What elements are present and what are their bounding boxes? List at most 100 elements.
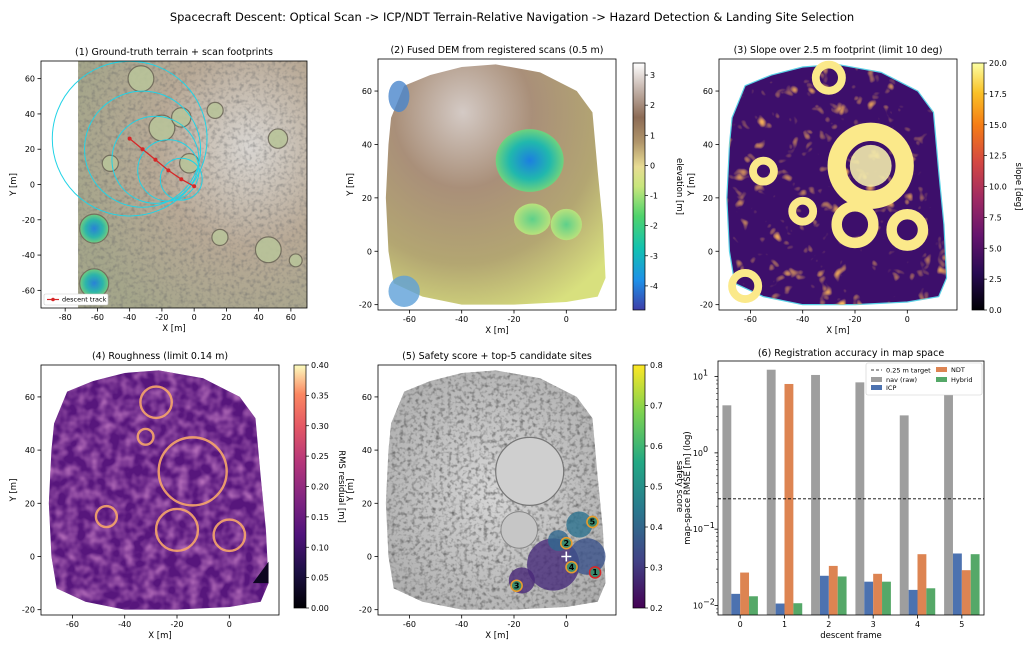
colorbar bbox=[971, 62, 985, 311]
y-axis-label: map-space RMSE [m] (log) bbox=[683, 431, 693, 545]
legend-marker bbox=[51, 297, 55, 302]
y-tick-label: 40 bbox=[362, 446, 372, 455]
y-tick-label: 10 bbox=[693, 449, 703, 458]
y-tick-label: 0 bbox=[708, 247, 713, 256]
panel-roughness: -60 -40 -20 0 -20 0 20 40 60 (4) Roughness (limit… bbox=[9, 351, 346, 641]
x-tick-label: 0 bbox=[564, 620, 569, 629]
legend: 0.25 m target nav (raw)ICP NDT Hybrid bbox=[865, 362, 983, 396]
crater-small bbox=[550, 208, 582, 241]
y-tick-exponent: 1 bbox=[703, 369, 708, 378]
y-tick-label: 10 bbox=[693, 525, 703, 534]
x-tick-label: 0 bbox=[192, 313, 197, 322]
x-tick-label: -20 bbox=[155, 313, 168, 322]
descent-track-point bbox=[127, 136, 132, 141]
colorbar-tick-label: 0.7 bbox=[650, 402, 663, 411]
y-tick-label: 0 bbox=[30, 552, 35, 561]
colorbar-tick-label: 0.0 bbox=[989, 306, 1002, 315]
panel-title: (6) Registration accuracy in map space bbox=[758, 348, 944, 359]
candidate-site-marker bbox=[586, 515, 599, 529]
panel-title: (2) Fused DEM from registered scans (0.5… bbox=[390, 45, 603, 56]
x-tick-label: -20 bbox=[170, 620, 183, 629]
dark-corner bbox=[252, 561, 269, 584]
bar-icp bbox=[952, 553, 962, 615]
y-tick-label: 40 bbox=[703, 140, 713, 149]
colorbar-tick-label: 0.3 bbox=[650, 564, 663, 573]
crater bbox=[79, 268, 110, 299]
x-tick-label: 20 bbox=[221, 313, 231, 322]
panel-registration-accuracy: 10 −210 −110 010 10 1 2 3 4 5(6) Registration acc… bbox=[683, 348, 985, 641]
crater bbox=[127, 65, 155, 93]
bar-icp bbox=[819, 575, 829, 615]
bar-hybrid bbox=[749, 596, 758, 615]
candidate-site-rank: 1 bbox=[592, 568, 598, 577]
target-marker bbox=[561, 551, 572, 562]
legend-swatch bbox=[936, 377, 947, 382]
x-tick-label: -40 bbox=[123, 313, 136, 322]
bar-hybrid bbox=[793, 603, 803, 615]
colorbar-tick-label: -1 bbox=[650, 192, 658, 201]
y-axis-label: Y [m] bbox=[346, 479, 356, 503]
bar-nav-raw- bbox=[766, 369, 776, 615]
y-tick-exponent: 0 bbox=[703, 445, 708, 454]
colorbar-tick-label: 10.0 bbox=[989, 183, 1007, 192]
x-tick-label: 0 bbox=[564, 315, 569, 324]
panel-safety-score: 1 2 3 4 5 -60 -40 -20 0 -20 0 20 40 60 (5) Safety scor… bbox=[346, 351, 684, 641]
x-tick-label: -60 bbox=[744, 315, 757, 324]
x-tick-label: -40 bbox=[118, 620, 131, 629]
x-tick-label: -80 bbox=[59, 313, 72, 322]
colorbar-tick-label: -4 bbox=[650, 282, 658, 291]
panel-slope: -60 -40 -20 0 -20 0 20 40 60 (3) Slope over 2.5 m… bbox=[687, 45, 1023, 336]
crater-rim-rough bbox=[212, 518, 247, 553]
y-tick-label: 40 bbox=[25, 446, 35, 455]
colorbar-tick-label: 5.0 bbox=[989, 244, 1002, 253]
edge-low bbox=[388, 80, 410, 113]
colorbar-tick-label: 12.5 bbox=[989, 152, 1007, 161]
colorbar-tick-label: 0.25 bbox=[311, 452, 329, 461]
bar-nav-raw- bbox=[944, 390, 953, 615]
x-tick-label: -40 bbox=[455, 620, 468, 629]
legend-label: nav (raw) bbox=[886, 376, 917, 384]
crater bbox=[267, 128, 289, 149]
colorbar-tick-label: 0.40 bbox=[311, 361, 329, 370]
crater bbox=[79, 213, 110, 244]
axes-frame bbox=[718, 58, 958, 311]
crater bbox=[288, 253, 303, 268]
panel-title: (1) Ground-truth terrain + scan footprin… bbox=[75, 47, 273, 58]
x-axis-label: X [m] bbox=[162, 324, 185, 334]
x-tick-label: 0 bbox=[905, 315, 910, 324]
colorbar-tick-label: 0.05 bbox=[311, 574, 329, 583]
bar-hybrid bbox=[926, 588, 936, 615]
scan-footprint-circle bbox=[111, 115, 200, 204]
bar-ndt bbox=[784, 383, 794, 615]
legend-swatch bbox=[871, 385, 882, 390]
x-axis-label: descent frame bbox=[820, 631, 882, 641]
candidate-site-rank: 4 bbox=[569, 563, 575, 572]
panel-title: (5) Safety score + top-5 candidate sites bbox=[402, 351, 592, 362]
bars bbox=[722, 369, 980, 615]
y-tick-label: 20 bbox=[703, 194, 713, 203]
x-tick-label: -20 bbox=[507, 315, 520, 324]
y-tick-label: 0 bbox=[30, 181, 35, 190]
bar-ndt bbox=[828, 565, 838, 615]
y-tick-label: -40 bbox=[22, 251, 35, 260]
y-tick-label: 60 bbox=[362, 393, 372, 402]
axes-frame bbox=[40, 60, 308, 309]
descent-track-point bbox=[192, 184, 197, 189]
x-axis-label: X [m] bbox=[148, 631, 171, 641]
y-axis-label: Y [m] bbox=[9, 479, 19, 503]
colorbar-tick-label: 15.0 bbox=[989, 121, 1007, 130]
panel-title: (3) Slope over 2.5 m footprint (limit 10… bbox=[734, 45, 943, 56]
y-tick-label: 60 bbox=[703, 87, 713, 96]
roughness-image bbox=[48, 370, 269, 610]
legend-box bbox=[43, 293, 109, 306]
bar-icp bbox=[775, 603, 785, 615]
y-tick-label: -20 bbox=[359, 606, 372, 615]
y-axis-label: Y [m] bbox=[687, 173, 697, 197]
legend-swatch bbox=[936, 367, 947, 372]
colorbar-tick-label: 0.30 bbox=[311, 422, 329, 431]
legend-label: NDT bbox=[951, 366, 965, 374]
bar-nav-raw- bbox=[722, 405, 732, 615]
legend-box bbox=[865, 362, 983, 396]
colorbar-label: RMS residual [m] bbox=[336, 450, 346, 523]
descent-track-point bbox=[140, 147, 145, 152]
